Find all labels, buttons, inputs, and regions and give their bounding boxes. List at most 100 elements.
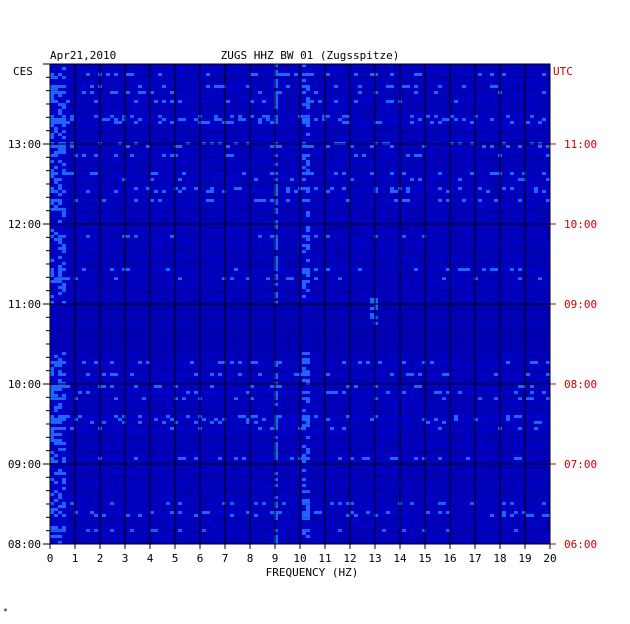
spectrogram-cell	[282, 178, 286, 181]
spectrogram-cell	[270, 199, 274, 202]
spectrogram-cell	[406, 121, 410, 124]
spectrogram-cell	[382, 286, 386, 289]
spectrogram-cell	[58, 184, 62, 187]
spectrogram-cell	[254, 148, 258, 151]
spectrogram-cell	[346, 145, 350, 148]
spectrogram-cell	[530, 286, 534, 289]
spectrogram-cell	[58, 271, 62, 274]
spectrogram-cell	[426, 175, 430, 178]
spectrogram-cell	[166, 82, 170, 85]
spectrogram-cell	[70, 256, 74, 259]
spectrogram-cell	[514, 124, 518, 127]
spectrogram-cell	[214, 229, 218, 232]
spectrogram-cell	[178, 145, 182, 148]
spectrogram-cell	[506, 256, 510, 259]
spectrogram-cell	[458, 148, 462, 151]
spectrogram-cell	[138, 112, 142, 115]
spectrogram-cell	[202, 274, 206, 277]
spectrogram-cell	[350, 301, 354, 304]
spectrogram-cell	[210, 124, 214, 127]
spectrogram-cell	[214, 238, 218, 241]
spectrogram-cell	[50, 238, 54, 241]
spectrogram-cell	[546, 187, 550, 190]
spectrogram-cell	[486, 235, 490, 238]
spectrogram-cell	[454, 184, 458, 187]
spectrogram-cell	[202, 178, 206, 181]
spectrogram-cell	[78, 118, 82, 121]
spectrogram-cell	[390, 73, 394, 76]
spectrogram-cell	[234, 85, 238, 88]
spectrogram-cell	[394, 205, 398, 208]
spectrogram-cell	[274, 247, 278, 250]
spectrogram-cell	[270, 235, 274, 238]
spectrogram-cell	[334, 118, 338, 121]
spectrogram-cell	[534, 175, 538, 178]
spectrogram-cell	[102, 220, 106, 223]
spectrogram-cell	[470, 172, 474, 175]
spectrogram-cell	[514, 118, 518, 121]
spectrogram-cell	[218, 253, 222, 256]
spectrogram-cell	[326, 79, 330, 82]
spectrogram-cell	[346, 118, 350, 121]
spectrogram-cell	[214, 181, 218, 184]
spectrogram-cell	[122, 205, 126, 208]
spectrogram-cell	[270, 106, 274, 109]
spectrogram-cell	[518, 217, 522, 220]
spectrogram-cell	[314, 250, 318, 253]
spectrogram-cell	[374, 301, 378, 304]
spectrogram-cell	[274, 163, 278, 166]
spectrogram-cell	[466, 268, 470, 271]
spectrogram-cell	[238, 88, 242, 91]
spectrogram-cell	[114, 67, 118, 70]
spectrogram-cell	[258, 154, 262, 157]
spectrogram-cell	[214, 67, 218, 70]
spectrogram-cell	[326, 97, 330, 100]
spectrogram-cell	[306, 280, 310, 283]
spectrogram-cell	[210, 199, 214, 202]
spectrogram-cell	[414, 241, 418, 244]
spectrogram-cell	[194, 157, 198, 160]
spectrogram-cell	[494, 130, 498, 133]
spectrogram-cell	[470, 130, 474, 133]
spectrogram-cell	[138, 283, 142, 286]
spectrogram-cell	[190, 199, 194, 202]
spectrogram-cell	[122, 100, 126, 103]
spectrogram-cell	[446, 73, 450, 76]
spectrogram-cell	[458, 97, 462, 100]
spectrogram-cell	[506, 286, 510, 289]
spectrogram-cell	[58, 76, 62, 79]
spectrogram-cell	[166, 268, 170, 271]
spectrogram-cell	[126, 265, 130, 268]
spectrogram-cell	[510, 130, 514, 133]
spectrogram-cell	[190, 76, 194, 79]
spectrogram-cell	[174, 268, 178, 271]
spectrogram-cell	[414, 145, 418, 148]
spectrogram-cell	[534, 91, 538, 94]
spectrogram-cell	[354, 73, 358, 76]
spectrogram-cell	[514, 79, 518, 82]
spectrogram-cell	[82, 148, 86, 151]
spectrogram-cell	[262, 199, 266, 202]
spectrogram-cell	[138, 181, 142, 184]
spectrogram-cell	[230, 145, 234, 148]
spectrogram-cell	[114, 118, 118, 121]
spectrogram-cell	[146, 127, 150, 130]
spectrogram-cell	[390, 151, 394, 154]
spectrogram-cell	[386, 199, 390, 202]
spectrogram-cell	[306, 334, 310, 337]
spectrogram-cell	[222, 181, 226, 184]
spectrogram-cell	[302, 316, 306, 319]
spectrogram-cell	[62, 85, 66, 88]
spectrogram-cell	[222, 265, 226, 268]
spectrogram-cell	[386, 229, 390, 232]
spectrogram-cell	[518, 208, 522, 211]
spectrogram-cell	[430, 268, 434, 271]
spectrogram-cell	[442, 139, 446, 142]
spectrogram-cell	[502, 229, 506, 232]
spectrogram-cell	[126, 73, 130, 76]
spectrogram-cell	[58, 262, 62, 265]
spectrogram-cell	[222, 172, 226, 175]
spectrogram-cell	[94, 277, 98, 280]
spectrogram-cell	[302, 178, 306, 181]
spectrogram-cell	[410, 205, 414, 208]
